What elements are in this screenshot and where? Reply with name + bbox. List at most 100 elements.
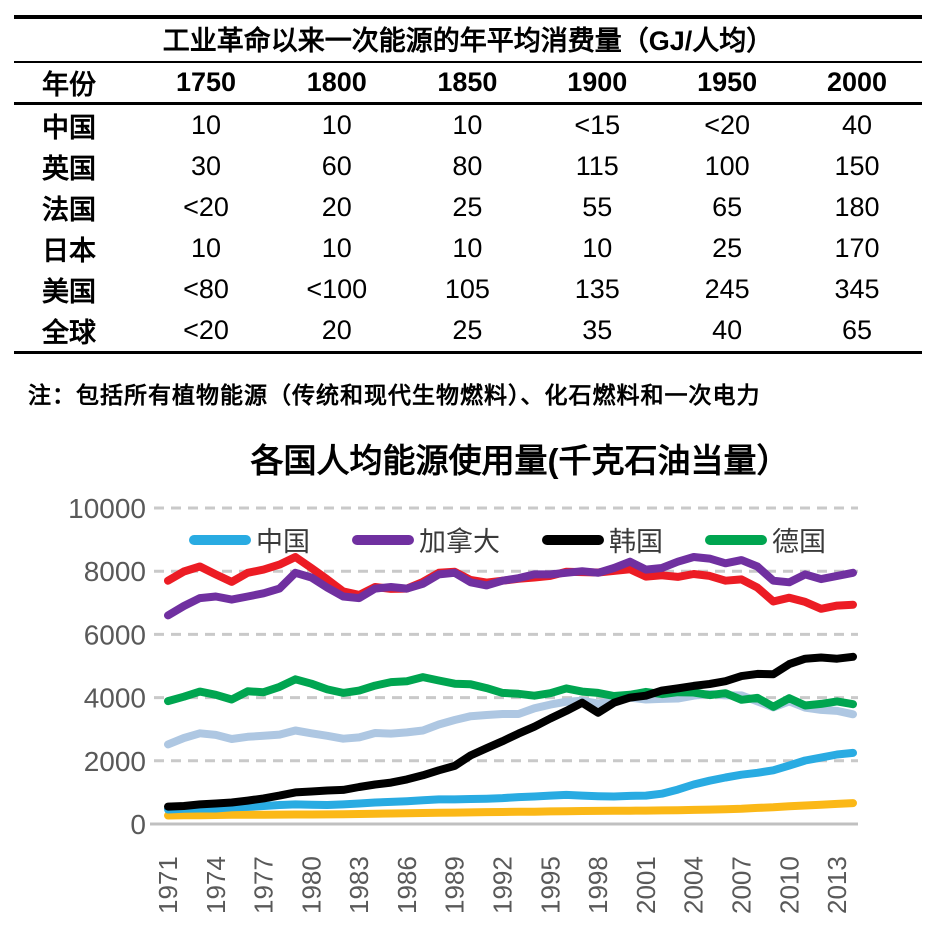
col-header-1750: 1750 <box>176 67 237 97</box>
table-cell: 25 <box>452 192 483 222</box>
table-row: 美国 <80 <100 105 135 245 345 <box>14 269 922 310</box>
legend-item-china: 中国 <box>189 520 310 559</box>
table-title: 工业革命以来一次能源的年平均消费量（GJ/人均） <box>14 15 922 63</box>
table-row: 法国 <20 20 25 55 65 180 <box>14 187 922 228</box>
x-tick-label: 1992 <box>488 856 518 914</box>
x-tick-label: 1977 <box>249 856 279 914</box>
table-cell: 100 <box>704 151 750 181</box>
energy-table-section: 工业革命以来一次能源的年平均消费量（GJ/人均） 年份 1750 1800 1850 1… <box>14 15 922 354</box>
table-cell: 35 <box>582 315 613 345</box>
row-label: 美国 <box>42 277 96 307</box>
row-label: 日本 <box>42 236 96 266</box>
table-cell: 105 <box>444 274 490 304</box>
table-cell: 10 <box>452 233 483 263</box>
y-tick-label: 8000 <box>84 556 146 587</box>
table-cell: 60 <box>321 151 352 181</box>
table-cell: <15 <box>574 110 621 140</box>
x-tick-label: 2004 <box>679 856 709 914</box>
legend-label-germany: 德国 <box>772 527 826 557</box>
table-cell: 10 <box>191 110 222 140</box>
col-header-1900: 1900 <box>567 67 628 97</box>
y-tick-label: 4000 <box>84 683 146 714</box>
legend-swatch-korea <box>542 534 604 545</box>
series-line-germany <box>164 673 857 711</box>
col-header-2000: 2000 <box>827 67 888 97</box>
table-cell: 135 <box>574 274 620 304</box>
x-tick-label: 1983 <box>344 856 374 914</box>
table-cell: 55 <box>582 192 613 222</box>
x-tick-label: 2007 <box>726 856 756 914</box>
legend-item-canada: 加拿大 <box>352 520 500 559</box>
legend-item-korea: 韩国 <box>542 520 663 559</box>
x-tick-label: 2010 <box>774 856 804 914</box>
table-cell: 40 <box>712 315 743 345</box>
table-cell: 115 <box>575 151 619 181</box>
table-cell: 20 <box>321 315 352 345</box>
table-cell: 10 <box>452 110 483 140</box>
series-line-china <box>164 748 857 814</box>
table-header: 年份 1750 1800 1850 1900 1950 2000 <box>14 63 922 104</box>
table-cell: 65 <box>842 315 873 345</box>
chart-title: 各国人均能源使用量(千克石油当量） <box>250 442 790 479</box>
table-cell: 10 <box>321 110 352 140</box>
x-tick-label: 1974 <box>201 856 231 914</box>
table-cell: 30 <box>191 151 222 181</box>
y-tick-label: 6000 <box>84 619 146 650</box>
table-cell: 150 <box>834 151 880 181</box>
row-label: 全球 <box>42 318 96 348</box>
table-cell: 245 <box>704 274 750 304</box>
legend-label-canada: 加拿大 <box>419 527 500 557</box>
table-row: 中国 10 10 10 <15 <20 40 <box>14 104 922 147</box>
legend-swatch-germany <box>705 534 767 545</box>
series-line-korea <box>164 652 857 811</box>
x-tick-label: 1998 <box>583 856 613 914</box>
legend-swatch-canada <box>352 534 414 545</box>
energy-table: 年份 1750 1800 1850 1900 1950 2000 中国 10 10 10 <15 <2… <box>14 63 922 354</box>
table-cell: <20 <box>183 192 229 222</box>
table-cell: 20 <box>321 192 352 222</box>
col-header-1950: 1950 <box>697 67 758 97</box>
table-cell: 40 <box>842 110 873 140</box>
x-tick-label: 2001 <box>631 856 661 914</box>
row-label: 中国 <box>42 113 96 143</box>
table-cell: 170 <box>834 233 880 263</box>
col-header-year: 年份 <box>42 70 96 100</box>
table-cell: 10 <box>191 233 222 263</box>
x-tick-label: 1971 <box>153 856 183 914</box>
y-tick-label: 10000 <box>68 493 146 524</box>
x-tick-label: 2013 <box>822 856 852 914</box>
x-tick-label: 1995 <box>535 856 565 914</box>
series-line-canada <box>164 553 857 620</box>
y-tick-label: 0 <box>130 809 146 840</box>
table-footnote: 注：包括所有植物能源（传统和现代生物燃料）、化石燃料和一次电力 <box>28 382 761 408</box>
table-row: 英国 30 60 80 115 100 150 <box>14 146 922 187</box>
legend-item-germany: 德国 <box>705 520 826 559</box>
col-header-1800: 1800 <box>306 67 367 97</box>
row-label: 英国 <box>42 154 96 184</box>
chart-legend: 中国 加拿大 韩国 德国 <box>150 520 865 559</box>
table-cell: 25 <box>712 233 743 263</box>
table-cell: <20 <box>704 110 751 140</box>
table-cell: 345 <box>834 274 880 304</box>
table-cell: 10 <box>582 233 613 263</box>
table-cell: 65 <box>712 192 743 222</box>
y-tick-label: 2000 <box>84 746 146 777</box>
legend-swatch-china <box>189 534 251 545</box>
row-label: 法国 <box>42 195 96 225</box>
table-cell: 25 <box>452 315 483 345</box>
table-cell: 80 <box>452 151 483 181</box>
col-header-1850: 1850 <box>437 67 498 97</box>
table-cell: <100 <box>306 274 368 304</box>
table-cell: 180 <box>834 192 880 222</box>
table-row: 日本 10 10 10 10 25 170 <box>14 228 922 269</box>
table-row: 全球 <20 20 25 35 40 65 <box>14 310 922 353</box>
series-line-yellow-unlabeled <box>164 799 857 820</box>
legend-label-korea: 韩国 <box>609 527 663 557</box>
x-tick-label: 1989 <box>440 856 470 914</box>
legend-label-china: 中国 <box>256 527 310 557</box>
x-tick-label: 1986 <box>392 856 422 914</box>
table-cell: <80 <box>183 274 229 304</box>
table-cell: 10 <box>321 233 352 263</box>
